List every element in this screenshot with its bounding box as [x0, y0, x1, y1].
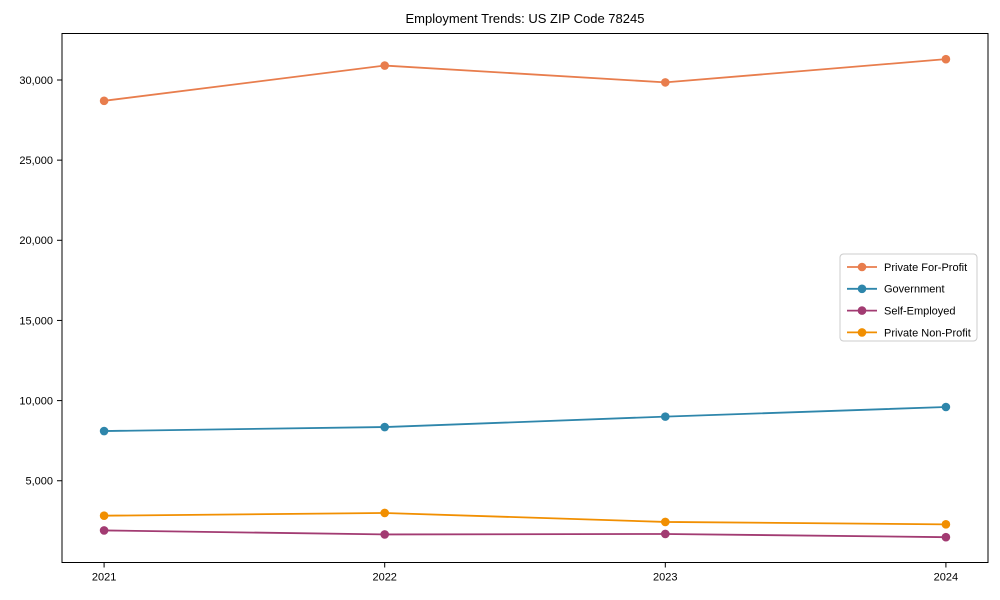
data-point-private-non-profit-2021	[99, 511, 109, 520]
y-tick-label: 30,000	[19, 75, 53, 87]
data-point-self-employed-2023	[661, 529, 670, 539]
data-point-private-for-profit-2023	[661, 78, 670, 87]
data-point-self-employed-2021	[99, 526, 109, 535]
data-point-government-2023	[661, 412, 670, 421]
legend-marker-icon	[857, 284, 867, 294]
y-tick-label: 10,000	[19, 395, 53, 407]
x-tick-label: 2021	[92, 572, 116, 584]
series-line-private-for-profit	[103, 58, 947, 102]
series-line-self-employed	[103, 529, 947, 539]
legend-label: Private Non-Profit	[884, 327, 971, 339]
series-private-for-profit	[99, 54, 951, 106]
plot-area-border	[61, 33, 989, 563]
legend-label: Private For-Profit	[884, 262, 967, 274]
y-tick-label: 20,000	[19, 235, 53, 247]
series-self-employed	[99, 526, 951, 542]
series-line-private-non-profit	[103, 512, 947, 526]
legend-box	[839, 253, 978, 342]
legend-marker-icon	[857, 328, 867, 337]
legend-item-private-non-profit: Private Non-Profit	[847, 327, 971, 339]
legend-marker-icon	[857, 262, 867, 272]
series-government	[99, 402, 951, 436]
legend-label: Government	[884, 284, 945, 296]
x-axis: 2021 2022 2023 2024	[92, 562, 958, 584]
legend-item-private-for-profit: Private For-Profit	[847, 262, 967, 274]
x-tick-label: 2022	[372, 572, 396, 584]
series-private-non-profit	[99, 508, 951, 529]
data-point-private-non-profit-2023	[661, 517, 670, 527]
legend: Private For-Profit Government Self-Employe…	[839, 253, 978, 342]
data-point-self-employed-2022	[380, 530, 389, 539]
legend-item-government: Government	[847, 284, 945, 296]
legend-label: Self-Employed	[884, 305, 956, 317]
data-point-government-2021	[99, 426, 109, 436]
data-point-private-for-profit-2024	[941, 54, 951, 64]
y-tick-label: 5,000	[25, 476, 53, 488]
data-point-private-for-profit-2021	[99, 96, 109, 106]
y-axis: 5,000 10,000 15,000 20,000 25,000 30,000	[19, 75, 62, 488]
y-tick-label: 15,000	[19, 315, 53, 327]
data-point-self-employed-2024	[941, 532, 951, 542]
legend-marker-icon	[857, 306, 867, 315]
series-line-government	[103, 406, 947, 432]
x-tick-label: 2024	[934, 572, 958, 584]
data-point-government-2022	[380, 422, 389, 432]
data-point-government-2024	[941, 402, 951, 412]
chart-title: Employment Trends: US ZIP Code 78245	[406, 11, 645, 26]
y-tick-label: 25,000	[19, 155, 53, 167]
data-point-private-for-profit-2022	[380, 61, 389, 70]
legend-item-self-employed: Self-Employed	[847, 305, 956, 317]
x-tick-label: 2023	[653, 572, 677, 584]
data-point-private-non-profit-2022	[380, 508, 389, 518]
data-point-private-non-profit-2024	[941, 520, 951, 529]
